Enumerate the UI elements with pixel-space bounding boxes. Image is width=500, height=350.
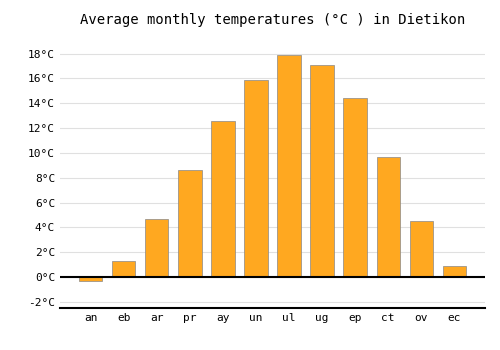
Bar <box>244 80 268 277</box>
Title: Average monthly temperatures (°C ) in Dietikon: Average monthly temperatures (°C ) in Di… <box>80 13 465 27</box>
Bar <box>376 156 400 277</box>
Bar <box>178 170 202 277</box>
Bar <box>442 266 466 277</box>
Bar <box>344 98 366 277</box>
Bar <box>310 65 334 277</box>
Bar <box>212 121 234 277</box>
Bar <box>80 277 102 281</box>
Bar <box>278 55 300 277</box>
Bar <box>146 219 169 277</box>
Bar <box>112 261 136 277</box>
Bar <box>410 221 432 277</box>
